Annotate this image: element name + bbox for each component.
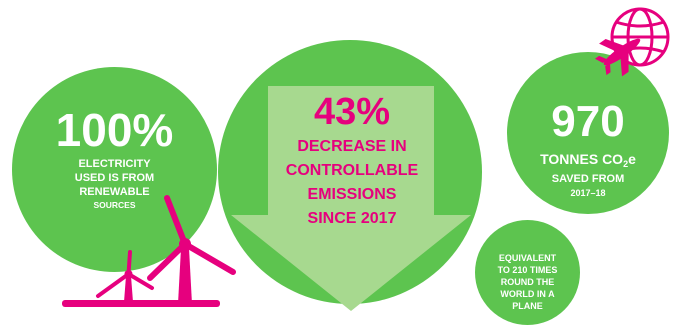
electricity-value: 100% xyxy=(55,104,174,156)
electricity-line-3: RENEWABLE xyxy=(79,186,150,198)
saved-unit-sub: 2 xyxy=(623,159,629,169)
saved-line-1: SAVED FROM xyxy=(551,173,625,185)
saved-unit: TONNES CO2e xyxy=(507,150,669,173)
emissions-description: DECREASE IN CONTROLLABLE EMISSIONS SINCE… xyxy=(262,135,442,231)
equivalent-line-5: PLANE xyxy=(512,301,543,311)
saved-description: SAVED FROM 2017–18 xyxy=(507,172,669,200)
emissions-line-3: EMISSIONS xyxy=(307,186,397,203)
saved-unit-pre: TONNES CO xyxy=(540,151,624,167)
emissions-line-4: SINCE 2017 xyxy=(307,210,397,227)
electricity-line-2: USED IS FROM xyxy=(74,172,155,184)
electricity-description: ELECTRICITY USED IS FROM RENEWABLE SOURC… xyxy=(12,157,217,211)
electricity-line-1: ELECTRICITY xyxy=(78,158,151,170)
emissions-line-2: CONTROLLABLE xyxy=(285,162,419,179)
saved-circle xyxy=(507,52,669,214)
equivalent-line-4: WORLD IN A xyxy=(500,289,555,299)
emissions-line-1: DECREASE IN xyxy=(297,138,407,155)
equivalent-circle xyxy=(475,220,580,325)
saved-line-2: 2017–18 xyxy=(570,188,606,198)
electricity-line-4: SOURCES xyxy=(93,200,136,210)
saved-value: 970 xyxy=(551,97,625,146)
equivalent-description: EQUIVALENT TO 210 TIMES ROUND THE WORLD … xyxy=(475,252,580,312)
saved-unit-post: e xyxy=(628,151,636,167)
emissions-value: 43% xyxy=(313,91,391,133)
equivalent-line-1: EQUIVALENT xyxy=(498,253,557,263)
equivalent-line-2: TO 210 TIMES xyxy=(497,265,558,275)
equivalent-line-3: ROUND THE xyxy=(500,277,555,287)
